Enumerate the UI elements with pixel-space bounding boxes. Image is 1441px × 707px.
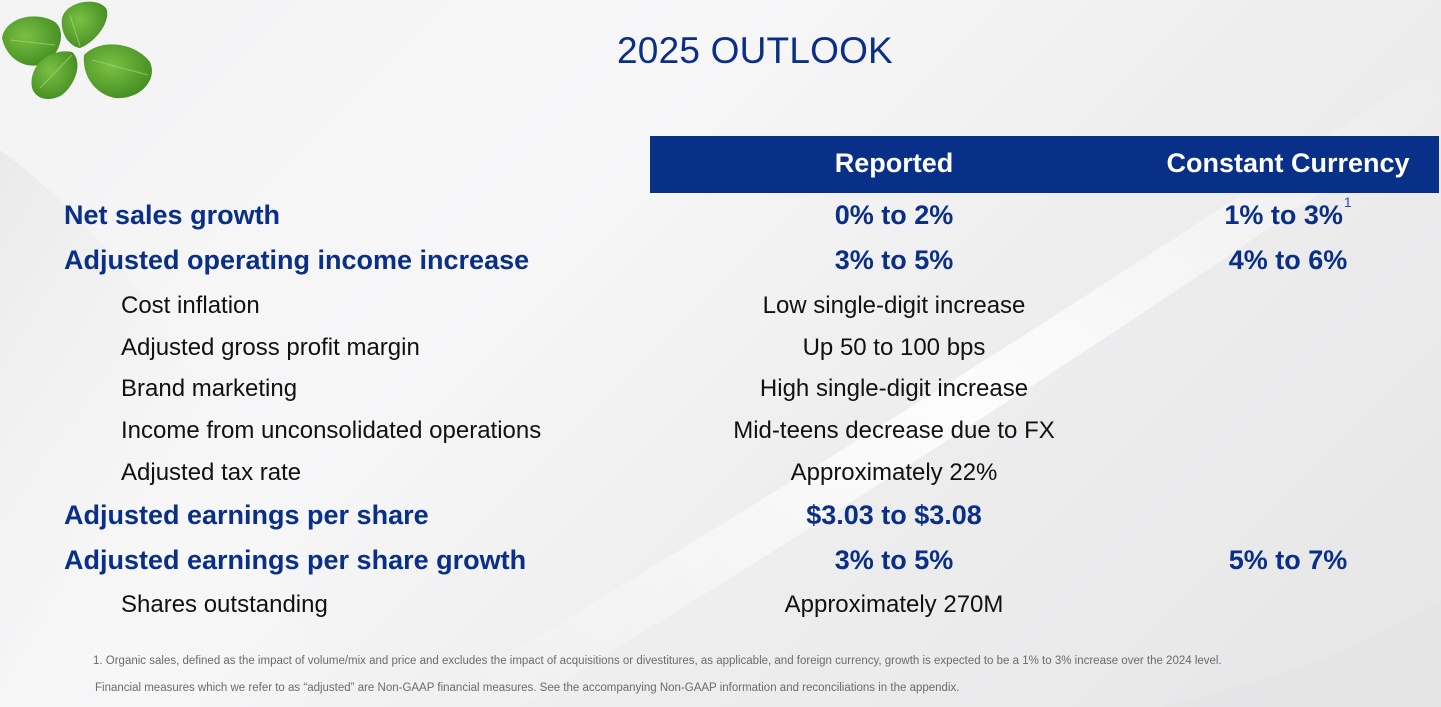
reported-value: Low single-digit increase: [762, 292, 1026, 319]
reported-value: 3% to 5%: [834, 545, 954, 575]
row-label: Adjusted earnings per share: [64, 500, 429, 530]
reported-value: Up 50 to 100 bps: [802, 334, 986, 361]
table-header-bar: [650, 136, 1439, 193]
reported-value: Approximately 270M: [784, 591, 1004, 618]
row-label: Net sales growth: [64, 200, 281, 230]
table-row: Shares outstanding Approximately 270M: [0, 591, 1441, 631]
constant-currency-text: 1% to 3%: [1224, 200, 1343, 230]
row-label: Income from unconsolidated operations: [121, 417, 542, 444]
slide-title: 2025 OUTLOOK: [617, 30, 893, 71]
table-row: Adjusted gross profit margin Up 50 to 100…: [0, 334, 1441, 374]
row-label: Adjusted earnings per share growth: [64, 545, 527, 575]
table-row: Net sales growth 0% to 2% 1% to 3%1: [0, 194, 1441, 240]
reported-value: 0% to 2%: [834, 200, 954, 230]
footnote-organic-sales: 1. Organic sales, defined as the impact …: [93, 655, 1222, 667]
reported-value: Approximately 22%: [790, 459, 998, 486]
basil-leaves-image: [2, 1, 152, 100]
reported-value: High single-digit increase: [759, 375, 1029, 402]
constant-currency-value: 1% to 3%1: [1138, 194, 1438, 231]
constant-currency-value: 5% to 7%: [1138, 545, 1438, 576]
reported-value: $3.03 to $3.08: [806, 500, 982, 530]
table-row: Income from unconsolidated operations Mid…: [0, 417, 1441, 457]
table-row: Brand marketing High single-digit increas…: [0, 375, 1441, 415]
footnote-marker: 1: [1343, 194, 1352, 210]
column-header-constant-currency: Constant Currency: [1166, 148, 1410, 178]
reported-value: 3% to 5%: [834, 245, 954, 275]
constant-currency-text: 4% to 6%: [1228, 245, 1348, 275]
reported-value: Mid-teens decrease due to FX: [733, 417, 1055, 444]
row-label: Adjusted gross profit margin: [121, 334, 420, 361]
constant-currency-text: 5% to 7%: [1228, 545, 1348, 575]
row-label: Cost inflation: [121, 292, 260, 319]
constant-currency-value: 4% to 6%: [1138, 245, 1438, 276]
table-row: Adjusted earnings per share growth 3% to …: [0, 545, 1441, 585]
row-label: Adjusted tax rate: [121, 459, 302, 486]
footnote-non-gaap: Financial measures which we refer to as …: [95, 682, 960, 694]
table-row: Adjusted tax rate Approximately 22%: [0, 459, 1441, 499]
row-label: Shares outstanding: [121, 591, 328, 618]
table-row: Adjusted earnings per share $3.03 to $3.0…: [0, 500, 1441, 540]
row-label: Adjusted operating income increase: [64, 245, 530, 275]
table-row: Adjusted operating income increase 3% to …: [0, 245, 1441, 285]
row-label: Brand marketing: [121, 375, 298, 402]
table-row: Cost inflation Low single-digit increase: [0, 292, 1441, 332]
column-header-reported: Reported: [834, 148, 954, 178]
